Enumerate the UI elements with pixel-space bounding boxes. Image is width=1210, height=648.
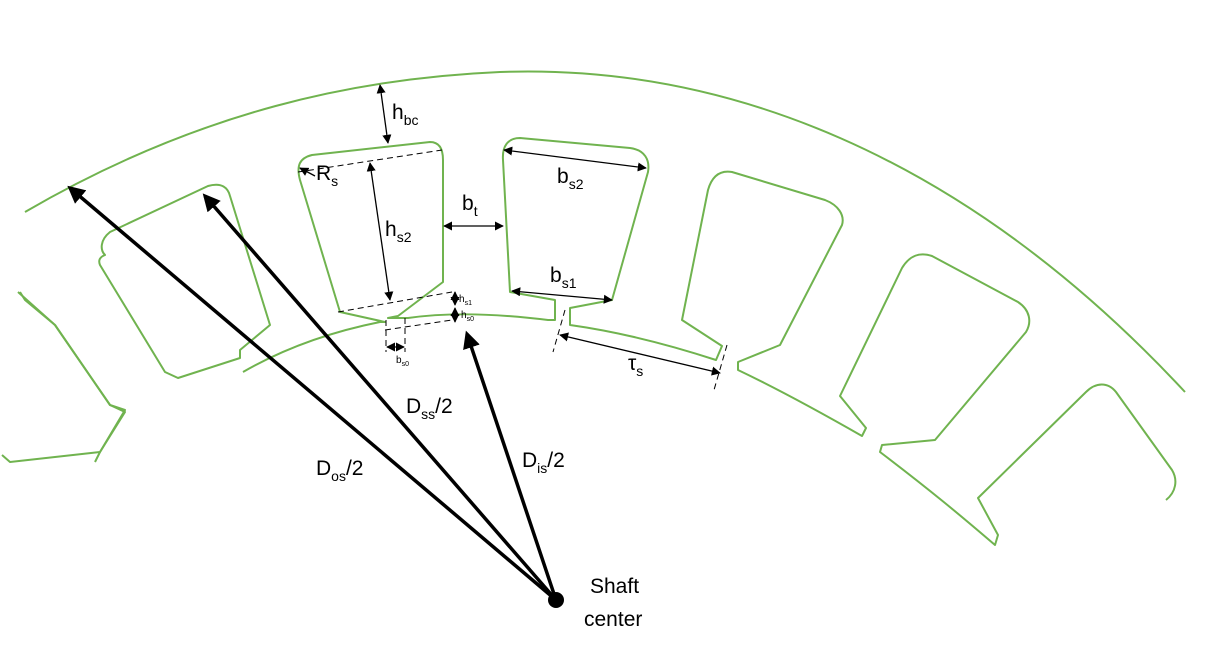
dis-label: Dis/2 [522, 449, 565, 476]
bs1-label: bs1 [550, 264, 577, 291]
shaft-label-line2: center [584, 608, 642, 631]
hbc-dim [376, 84, 392, 144]
hs2-base-dash [337, 291, 453, 313]
hs1-label: hs1 [459, 294, 472, 307]
hs1-dash [384, 319, 453, 331]
rs-label: Rs [316, 162, 338, 189]
bs1-dim [511, 287, 613, 304]
bs2-dim [503, 146, 647, 172]
rs-dim [299, 167, 316, 177]
left-partial-slot [17, 291, 126, 463]
tau-dim [559, 332, 721, 376]
shaft-label-line1: Shaft [590, 575, 639, 598]
hs2-dim [366, 162, 394, 301]
tau-tick-left [552, 309, 566, 353]
dos-label: Dos/2 [316, 457, 363, 484]
bt-label: bt [462, 192, 478, 219]
stator-outer-arc [24, 70, 1186, 393]
dss-label: Dss/2 [406, 395, 453, 422]
bs2-label: bs2 [557, 165, 584, 192]
hs2-label: hs2 [385, 218, 412, 245]
tau-label: τs [628, 352, 643, 379]
dis-ray [463, 330, 558, 601]
rs-dash [297, 149, 443, 173]
bs0-label: bs0 [396, 355, 409, 368]
shaft-center-dot [548, 592, 564, 608]
dss-ray [202, 193, 558, 602]
dos-ray [67, 185, 558, 602]
hs0-label: hs0 [461, 310, 474, 323]
hbc-label: hbc [392, 101, 418, 128]
